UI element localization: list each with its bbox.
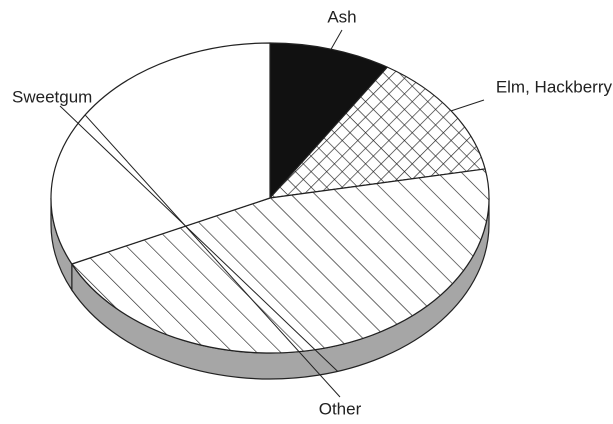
leader-line (450, 99, 485, 112)
leader-line (330, 29, 343, 50)
slice-label: Ash (327, 7, 356, 26)
slice-label: Elm, Hackberry (496, 77, 613, 96)
pie-slice (269, 42, 388, 199)
pie-slice (71, 168, 490, 354)
pie-slice (269, 66, 486, 199)
leader-line (59, 105, 339, 372)
leader-line (84, 114, 341, 398)
pie-slice (50, 42, 271, 265)
slice-label: Other (319, 399, 362, 418)
slice-label: Sweetgum (12, 87, 92, 106)
